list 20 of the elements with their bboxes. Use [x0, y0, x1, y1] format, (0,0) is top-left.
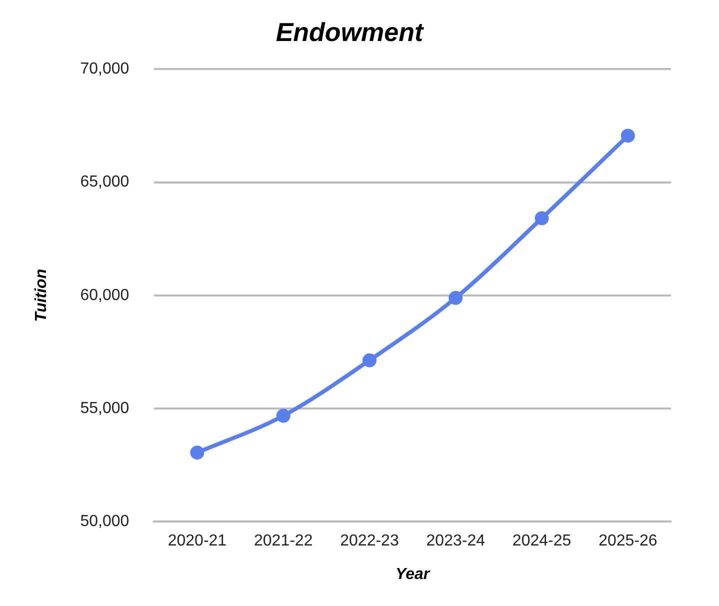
x-tick-label: 2020-21 — [168, 532, 227, 550]
point — [534, 211, 549, 226]
point — [276, 408, 290, 423]
y-tick-label: 70,000 — [80, 60, 130, 78]
x-tick-label: 2022-23 — [340, 532, 399, 550]
y-tick-label: 55,000 — [80, 400, 130, 417]
point — [448, 290, 463, 305]
y-tick-label: 65,000 — [80, 174, 130, 191]
y-axis-title: Tuition — [33, 268, 50, 322]
x-axis-title: Year — [396, 566, 430, 583]
x-tick-label: 2021-22 — [254, 532, 313, 550]
point — [190, 446, 204, 460]
chart-title: Endowment — [276, 16, 424, 47]
point — [620, 128, 635, 143]
x-tick-label: 2024-25 — [512, 532, 572, 550]
y-tick-label: 50,000 — [80, 513, 130, 530]
x-tick-label: 2023-24 — [426, 532, 486, 550]
point — [362, 353, 376, 368]
y-tick-label: 60,000 — [80, 286, 130, 304]
x-tick-label: 2025-26 — [598, 532, 658, 550]
